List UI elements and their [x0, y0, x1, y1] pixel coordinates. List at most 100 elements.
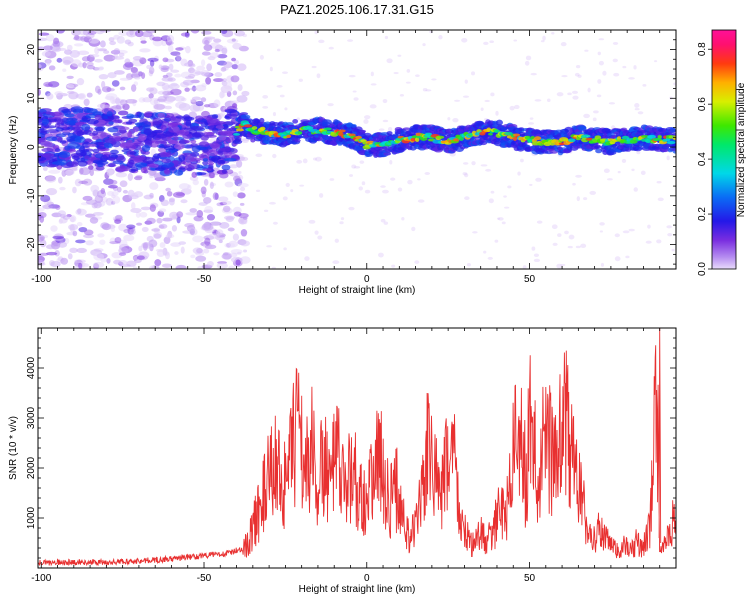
noise-blob	[613, 72, 620, 77]
noise-blob	[89, 54, 100, 58]
noise-blob	[149, 182, 159, 190]
noise-blob	[114, 146, 123, 151]
noise-blob	[316, 73, 321, 79]
ridge-blob	[479, 141, 488, 146]
noise-blob	[131, 84, 137, 92]
noise-blob	[48, 169, 61, 174]
band-blob	[142, 150, 150, 155]
noise-blob	[226, 38, 239, 44]
noise-blob	[224, 242, 236, 249]
noise-blob	[99, 30, 111, 33]
noise-blob	[118, 30, 129, 37]
band-blob	[39, 127, 45, 132]
noise-blob	[108, 37, 115, 42]
noise-blob	[203, 197, 212, 204]
noise-blob	[168, 63, 174, 71]
noise-blob	[140, 206, 151, 211]
ridge-core	[582, 134, 591, 138]
noise-blob	[461, 38, 468, 43]
noise-blob	[67, 253, 73, 260]
noise-blob	[217, 53, 228, 59]
noise-blob	[220, 111, 226, 118]
noise-blob	[43, 45, 54, 51]
noise-blob	[141, 31, 153, 38]
band-blob	[64, 145, 71, 151]
band-blob	[106, 111, 113, 117]
band-blob	[51, 161, 65, 165]
band-blob	[67, 142, 81, 149]
snr-xtick-label: -100	[31, 573, 51, 584]
noise-blob	[262, 106, 269, 109]
ridge-core	[504, 131, 513, 136]
band-blob	[129, 151, 137, 155]
noise-blob	[162, 217, 173, 222]
noise-blob	[237, 63, 247, 71]
noise-blob	[654, 60, 658, 63]
noise-blob	[107, 191, 115, 196]
noise-blob	[60, 257, 69, 265]
ridge-blob	[669, 127, 676, 133]
band-blob	[208, 171, 215, 179]
noise-blob	[334, 238, 339, 243]
band-blob	[215, 120, 227, 125]
noise-blob	[603, 168, 610, 173]
noise-blob	[233, 211, 242, 217]
noise-blob	[92, 261, 105, 268]
noise-blob	[584, 49, 589, 52]
noise-blob	[656, 239, 662, 244]
noise-blob	[178, 183, 191, 190]
noise-blob	[612, 58, 618, 63]
band-blob	[206, 150, 219, 157]
noise-blob	[131, 202, 136, 210]
noise-blob	[139, 211, 148, 218]
noise-blob	[108, 88, 115, 92]
noise-blob	[119, 180, 128, 188]
noise-blob	[108, 179, 118, 185]
noise-blob	[216, 229, 224, 236]
band-blob	[92, 130, 98, 136]
noise-blob	[327, 103, 334, 107]
noise-blob	[380, 218, 386, 223]
band-blob	[202, 158, 209, 162]
noise-blob	[520, 158, 524, 163]
noise-blob	[509, 105, 515, 111]
noise-blob	[76, 78, 85, 86]
noise-blob	[42, 204, 53, 210]
band-blob	[138, 112, 145, 120]
noise-blob	[272, 153, 277, 159]
band-blob	[207, 161, 215, 166]
band-blob	[172, 160, 179, 165]
band-blob	[132, 126, 140, 133]
noise-blob	[380, 185, 386, 188]
noise-blob	[205, 76, 212, 85]
ridge-core	[641, 134, 650, 138]
noise-blob	[118, 252, 127, 256]
noise-blob	[513, 39, 518, 42]
noise-blob	[296, 117, 300, 121]
noise-blob	[184, 31, 190, 38]
band-blob	[59, 140, 67, 144]
band-blob	[103, 115, 109, 119]
noise-blob	[160, 199, 170, 207]
snr-frame	[37, 327, 677, 569]
noise-blob	[271, 266, 277, 269]
noise-blob	[54, 250, 60, 257]
noise-blob	[386, 58, 393, 64]
ridge-core	[297, 131, 303, 135]
noise-blob	[83, 234, 94, 239]
noise-blob	[87, 30, 97, 35]
band-blob	[44, 125, 57, 129]
noise-blob	[228, 265, 236, 269]
noise-blob	[79, 167, 91, 176]
band-blob	[219, 130, 233, 136]
spectrogram-xtick-label: -100	[31, 274, 51, 285]
noise-blob	[134, 76, 141, 80]
noise-blob	[38, 63, 42, 69]
noise-blob	[221, 91, 226, 98]
noise-blob	[583, 197, 588, 201]
band-blob	[86, 118, 99, 125]
noise-blob	[46, 92, 54, 100]
noise-blob	[236, 95, 248, 103]
noise-blob	[568, 234, 575, 240]
noise-blob	[194, 71, 205, 75]
